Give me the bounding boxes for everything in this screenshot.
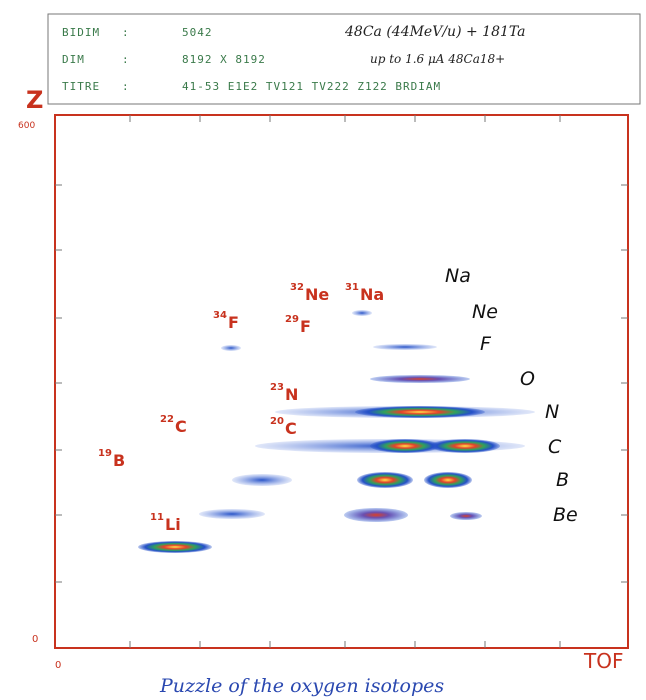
isotope-element: F — [228, 313, 239, 332]
isotope-mass: 31 — [345, 282, 359, 293]
isotope-element: F — [300, 317, 311, 336]
note: 48Ca (44MeV/u) + 181Ta — [344, 24, 525, 40]
header-cell: : — [122, 80, 130, 93]
caption: Puzzle of the oxygen isotopes — [159, 675, 444, 697]
y-min-label: 0 — [32, 634, 38, 645]
isotope-element: C — [285, 419, 297, 438]
header-cell: DIM — [62, 53, 85, 66]
isotope-mass: 34 — [213, 310, 227, 321]
isotope-mass: 29 — [285, 314, 299, 325]
isotope-mass: 11 — [150, 512, 164, 523]
header-cell: 5042 — [182, 26, 213, 39]
plot-frame — [54, 114, 629, 649]
note: up to 1.6 μA 48Ca18+ — [370, 52, 505, 66]
ticks — [55, 115, 628, 648]
header-cell: 8192 X 8192 — [182, 53, 266, 66]
header-cell: : — [122, 26, 130, 39]
y-axis-label: Z — [26, 86, 43, 114]
header-box — [47, 13, 641, 105]
isotope-element: B — [113, 451, 125, 470]
isotope-element: C — [175, 417, 187, 436]
blobs — [138, 310, 535, 553]
y-max-label: 600 — [18, 121, 35, 131]
element-label: B — [556, 469, 569, 491]
isotope-mass: 20 — [270, 416, 284, 427]
isotope-element: Na — [360, 285, 384, 304]
x-axis-label: TOF — [583, 649, 623, 673]
isotope-element: Ne — [305, 285, 329, 304]
isotope-mass: 19 — [98, 448, 112, 459]
isotope-element: Li — [165, 515, 181, 534]
isotope-mass: 23 — [270, 382, 284, 393]
element-label: Ne — [472, 301, 498, 323]
element-label: F — [480, 333, 492, 355]
element-label: N — [545, 401, 559, 423]
header-cell: 41-53 E1E2 TV121 TV222 Z122 BRDIAM — [182, 80, 441, 93]
element-label: Be — [553, 504, 578, 526]
isotope-mass: 22 — [160, 414, 174, 425]
element-label: O — [520, 368, 535, 390]
isotope-element: N — [285, 385, 298, 404]
x-min-label: 0 — [55, 660, 61, 671]
element-label: Na — [445, 265, 471, 287]
header-cell: TITRE — [62, 80, 100, 93]
element-label: C — [548, 436, 562, 458]
header-cell: BIDIM — [62, 26, 100, 39]
header-cell: : — [122, 53, 130, 66]
isotope-mass: 32 — [290, 282, 304, 293]
